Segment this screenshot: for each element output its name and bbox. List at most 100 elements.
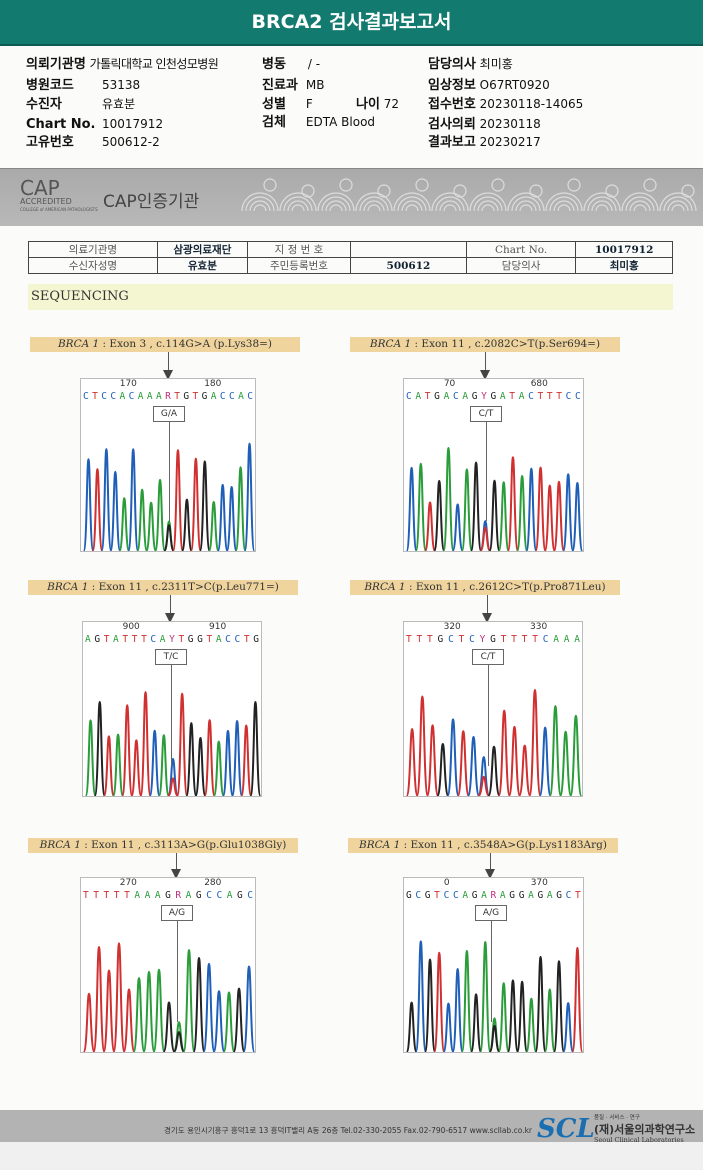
heterozygous-call: C/T [470,406,502,422]
trace-peak [518,744,532,796]
variant-label: BRCA 1 : Exon 11 , c.2082C>T(p.Ser694=) [350,337,620,352]
label: 담당의사 [428,57,476,72]
variant-description: : Exon 11 , c.2082C>T(p.Ser694=) [411,338,601,350]
value: 가톨릭대학교 인천성모병원 [89,57,219,71]
scl-logo: SCL [537,1114,595,1144]
value: 20230217 [479,135,541,149]
base-call: C [150,634,157,645]
clinical-field: 임상정보 O67RT0920 [428,77,550,94]
table-cell: 담당의사 [465,257,577,274]
base-call: G [509,890,516,901]
trace-peak [100,448,113,551]
trace-peak [118,497,131,551]
base-call: G [187,634,194,645]
heterozygous-call: G/A [153,406,185,422]
variant-description: : Exon 11 , c.3113A>G(p.Glu1038Gly) [80,839,287,851]
position-number: 900 [122,622,140,632]
trace-peak [516,980,529,1052]
trace-peak [479,526,492,551]
trace-peak [167,777,179,796]
report-date-field: 결과보고 20230217 [428,134,541,151]
trace-peak [488,1024,501,1052]
trace-peak [232,987,246,1052]
base-call: T [83,890,89,901]
table-cell: 주민등록번호 [246,257,351,274]
base-call: T [103,634,110,645]
base-call: A [154,890,161,901]
trace-peak [470,461,483,551]
base-call: A [462,391,469,402]
arrow-down-icon [171,869,181,879]
label: 임상정보 [428,78,476,93]
trace-peak [102,735,115,796]
age-field: 나이 72 [356,96,399,113]
trace-peak [145,501,158,551]
base-call: G [201,391,208,402]
trace-peak [221,729,234,796]
base-call: C [83,391,89,402]
base-call: T [427,634,433,645]
trace-peak [142,970,156,1052]
trace-peak [189,457,202,551]
trace-peak [93,700,106,796]
trace-peak [460,468,473,551]
trace-peak [562,1002,575,1052]
trace-peak [405,1001,418,1052]
gene-name: BRCA 1 [364,581,406,593]
trace-peak [240,724,253,796]
trace-peak [442,446,455,551]
base-call: C [225,634,231,645]
base-call: A [226,890,233,901]
trace-peak [525,997,538,1052]
trace-peak [479,941,492,1052]
base-call: C [101,391,107,402]
base-call: A [113,634,119,645]
trace-peak [127,448,140,551]
base-call: C [247,890,253,901]
base-call: A [462,890,469,901]
report-title: BRCA2 검사결과보고서 [0,0,703,46]
trace-peak [456,730,470,796]
base-call: Y [479,634,486,645]
variant-label: BRCA 1 : Exon 3 , c.114G>A (p.Lys38=) [30,337,300,352]
base-call: A [563,634,570,645]
label: 성별 [262,97,286,112]
table-cell: 10017912 [575,241,673,258]
trace-peak [487,745,501,796]
base-call: Y [169,634,175,645]
heterozygous-call: C/T [472,649,504,665]
base-call: A [134,890,141,901]
trace-peak [569,714,582,796]
position-number: 320 [443,622,461,632]
base-call: C [219,391,226,402]
label: 검체 [262,115,286,130]
label: Chart No. [26,117,96,132]
trace-peak [433,951,446,1052]
base-call: T [178,634,185,645]
table-cell: 삼광의료재단 [156,241,248,258]
ward-field: 병동 / - [262,56,320,73]
base-call: G [183,391,190,402]
base-call: C [452,890,459,901]
trace-peak [154,478,166,551]
cap-logo-small: COLLEGE of AMERICAN PATHOLOGISTS [20,207,98,212]
label: 병원코드 [26,78,74,93]
base-call: C [234,634,241,645]
base-call: C [206,890,212,901]
trace-peak [182,949,196,1052]
trace-plot [405,688,582,796]
label: 병동 [262,57,286,72]
trace-peak [497,709,511,796]
base-call: R [490,890,497,901]
base-call: T [103,890,110,901]
hospital-code-field: 병원코드 53138 [26,77,140,94]
value: MB [305,78,325,92]
trace-peak [139,691,152,796]
trace-peak [157,734,170,796]
trace-peak [414,940,427,1052]
base-call: T [511,634,517,645]
section-heading: SEQUENCING [28,284,673,310]
base-call: T [509,391,516,402]
